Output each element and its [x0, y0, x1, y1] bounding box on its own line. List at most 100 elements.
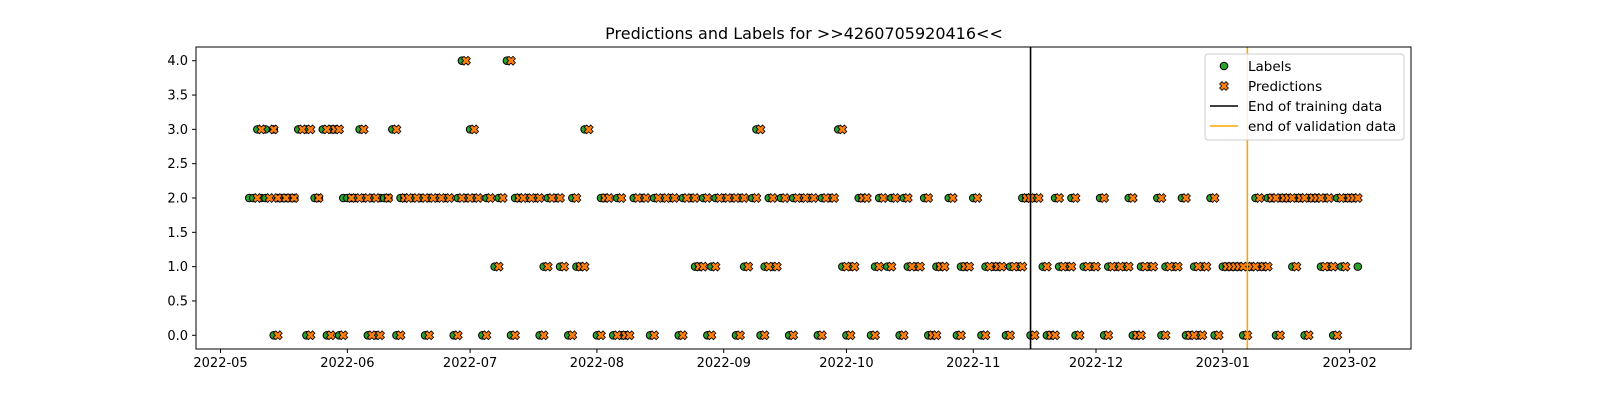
prediction-point	[1324, 193, 1335, 203]
prediction-point	[358, 124, 369, 135]
prediction-point	[690, 193, 701, 203]
y-tick-label: 4.0	[167, 54, 188, 69]
prediction-point	[510, 330, 521, 341]
prediction-point	[816, 330, 827, 341]
legend-labels-marker	[1219, 61, 1229, 71]
prediction-point	[395, 330, 406, 341]
prediction-point	[1017, 261, 1028, 272]
prediction-point	[845, 330, 856, 341]
y-tick-label: 0.0	[167, 329, 188, 344]
prediction-point	[485, 193, 496, 203]
y-axis: 0.0 0.5 1.0 1.5 2.0 2.5 3.0 3.5 4.0	[167, 54, 196, 344]
prediction-point	[837, 124, 848, 135]
prediction-point	[878, 193, 889, 203]
x-tick-label: 2022-08	[570, 356, 624, 371]
prediction-point	[616, 193, 627, 203]
label-point	[1353, 262, 1363, 271]
prediction-point	[1070, 193, 1081, 203]
prediction-point	[1328, 261, 1339, 272]
prediction-point	[624, 330, 635, 341]
prediction-point	[305, 124, 316, 135]
prediction-point	[1291, 261, 1302, 272]
prediction-point	[1172, 261, 1183, 272]
prediction-point	[902, 193, 913, 203]
prediction-point	[980, 330, 991, 341]
prediction-point	[1209, 193, 1220, 203]
prediction-point	[1275, 330, 1286, 341]
prediction-point	[1103, 330, 1114, 341]
prediction-point	[870, 330, 881, 341]
prediction-point	[473, 193, 484, 203]
prediction-point	[1033, 193, 1044, 203]
prediction-point	[1340, 261, 1351, 272]
prediction-point	[641, 193, 651, 203]
prediction-point	[706, 330, 717, 341]
prediction-point	[751, 193, 762, 203]
prediction-point	[371, 193, 381, 203]
prediction-point	[1005, 330, 1016, 341]
prediction-point	[1262, 261, 1273, 272]
prediction-point	[272, 330, 283, 341]
prediction-point	[604, 193, 615, 203]
y-tick-label: 1.0	[167, 260, 188, 275]
x-tick-label: 2022-05	[193, 356, 247, 371]
y-tick-label: 2.0	[167, 192, 188, 207]
prediction-point	[538, 330, 549, 341]
prediction-point	[256, 124, 267, 135]
prediction-point	[735, 330, 746, 341]
prediction-point	[493, 261, 504, 272]
prediction-point	[743, 261, 754, 272]
prediction-point	[849, 261, 860, 272]
x-tick-label: 2022-09	[697, 356, 751, 371]
prediction-point	[596, 330, 606, 341]
prediction-point	[444, 193, 455, 203]
prediction-point	[739, 193, 750, 203]
legend-entry: end of validation data	[1248, 119, 1396, 135]
prediction-point	[788, 330, 799, 341]
prediction-point	[1050, 330, 1061, 341]
prediction-point	[886, 261, 897, 272]
x-tick-label: 2022-12	[1069, 356, 1123, 371]
legend-box	[1204, 53, 1405, 141]
legend-entry: Labels	[1248, 59, 1291, 75]
prediction-point	[375, 330, 386, 341]
prediction-point	[497, 193, 508, 203]
prediction-point	[305, 330, 316, 341]
prediction-point	[767, 193, 778, 203]
prediction-point	[542, 261, 553, 272]
prediction-point	[1091, 261, 1101, 272]
prediction-point	[452, 330, 463, 341]
prediction-point	[780, 193, 791, 203]
prediction-point	[1127, 193, 1138, 203]
prediction-point	[1099, 193, 1110, 203]
prediction-point	[571, 193, 582, 203]
plot-area	[195, 46, 1412, 350]
prediction-point	[972, 193, 983, 203]
prediction-point	[874, 261, 885, 272]
prediction-point	[947, 193, 958, 203]
x-tick-label: 2022-11	[946, 356, 1000, 371]
prediction-point	[1213, 330, 1224, 341]
legend-entry: End of training data	[1248, 99, 1382, 115]
prediction-point	[1303, 330, 1314, 341]
prediction-point	[1197, 330, 1208, 341]
prediction-point	[567, 330, 578, 341]
prediction-point	[559, 261, 570, 272]
x-tick-label: 2022-06	[320, 356, 374, 371]
y-tick-label: 3.0	[167, 123, 188, 138]
prediction-point	[677, 330, 688, 341]
prediction-point	[326, 330, 336, 341]
prediction-point	[555, 193, 566, 203]
prediction-point	[1074, 330, 1085, 341]
prediction-point	[956, 330, 966, 341]
prediction-point	[383, 193, 394, 203]
prediction-point	[939, 261, 950, 272]
prediction-point	[1332, 330, 1343, 341]
prediction-point	[1041, 261, 1052, 272]
prediction-point	[1148, 261, 1159, 272]
prediction-point	[469, 124, 480, 135]
prediction-point	[338, 330, 349, 341]
prediction-point	[1160, 330, 1171, 341]
prediction-point	[771, 261, 782, 272]
